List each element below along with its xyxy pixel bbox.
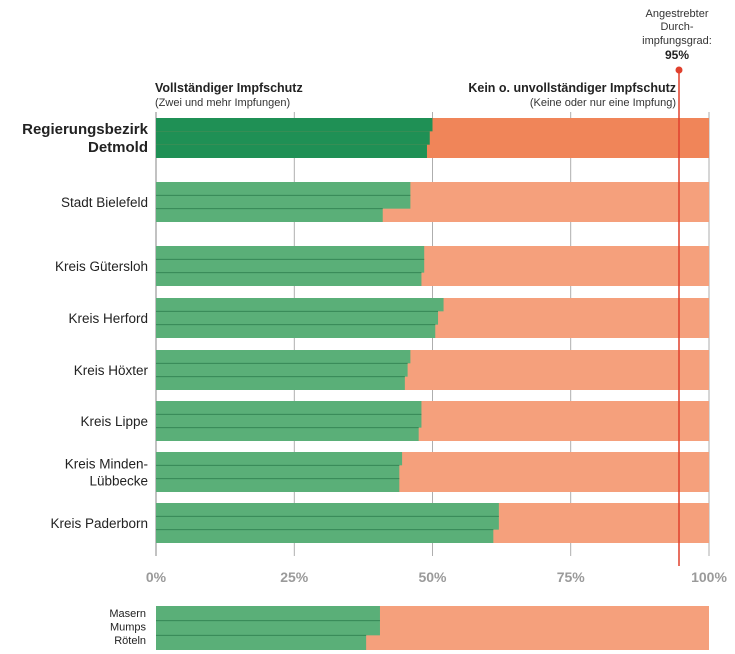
legend-sample-complete-bar <box>156 606 380 621</box>
x-tick-label: 75% <box>557 569 586 585</box>
target-marker <box>675 66 683 74</box>
row-complete-bar <box>156 414 422 428</box>
target-value-label: 95% <box>665 48 689 62</box>
row-complete-bar <box>156 529 494 543</box>
target-label-line-1: Angestrebter <box>646 8 709 20</box>
row-label: Regierungsbezirk <box>22 121 149 138</box>
complete-series-title: Vollständiger Impfschutz <box>155 81 303 95</box>
row-label: Kreis Gütersloh <box>55 259 148 274</box>
row-label: Kreis Herford <box>68 311 148 326</box>
row-complete-bar <box>156 516 499 530</box>
row-complete-bar <box>156 324 436 338</box>
legend-sample-label: Masern <box>109 608 146 620</box>
row-complete-bar <box>156 208 383 222</box>
legend-sample-complete-bar <box>156 620 380 636</box>
row-complete-bar <box>156 363 408 377</box>
incomplete-series-subtitle: (Keine oder nur eine Impfung) <box>530 97 676 109</box>
row-complete-bar <box>156 350 411 364</box>
x-tick-label: 100% <box>691 569 727 585</box>
row-label: Detmold <box>88 139 148 156</box>
row-complete-bar <box>156 376 405 390</box>
row-complete-bar <box>156 246 425 260</box>
row-complete-bar <box>156 427 419 441</box>
row-complete-bar <box>156 272 422 286</box>
row-label: Kreis Höxter <box>74 363 149 378</box>
row-complete-bar <box>156 131 430 145</box>
row-complete-bar <box>156 401 422 415</box>
row-label: Lübbecke <box>89 474 148 489</box>
row-complete-bar <box>156 144 427 158</box>
row-complete-bar <box>156 298 444 312</box>
legend-sample-label: Mumps <box>110 622 147 634</box>
row-label: Kreis Minden- <box>65 457 148 472</box>
legend-sample-label: Röteln <box>114 635 146 647</box>
complete-series-subtitle: (Zwei und mehr Impfungen) <box>155 97 290 109</box>
row-complete-bar <box>156 503 499 517</box>
row-complete-bar <box>156 259 425 273</box>
row-label: Kreis Paderborn <box>50 516 148 531</box>
row-complete-bar <box>156 195 411 209</box>
target-label-line-3: impfungsgrad: <box>642 35 712 47</box>
target-label-line-2: Durch- <box>660 21 693 33</box>
legend-sample-complete-bar <box>156 635 367 650</box>
x-tick-label: 25% <box>280 569 309 585</box>
row-complete-bar <box>156 478 400 492</box>
row-complete-bar <box>156 452 403 466</box>
row-complete-bar <box>156 182 411 196</box>
row-complete-bar <box>156 465 400 479</box>
bar-layer <box>156 118 709 650</box>
incomplete-series-title: Kein o. unvollständiger Impfschutz <box>468 81 676 95</box>
x-tick-label: 50% <box>418 569 447 585</box>
row-complete-bar <box>156 118 433 132</box>
x-tick-label: 0% <box>146 569 167 585</box>
row-label: Kreis Lippe <box>80 414 148 429</box>
row-complete-bar <box>156 311 439 325</box>
row-label: Stadt Bielefeld <box>61 195 148 210</box>
